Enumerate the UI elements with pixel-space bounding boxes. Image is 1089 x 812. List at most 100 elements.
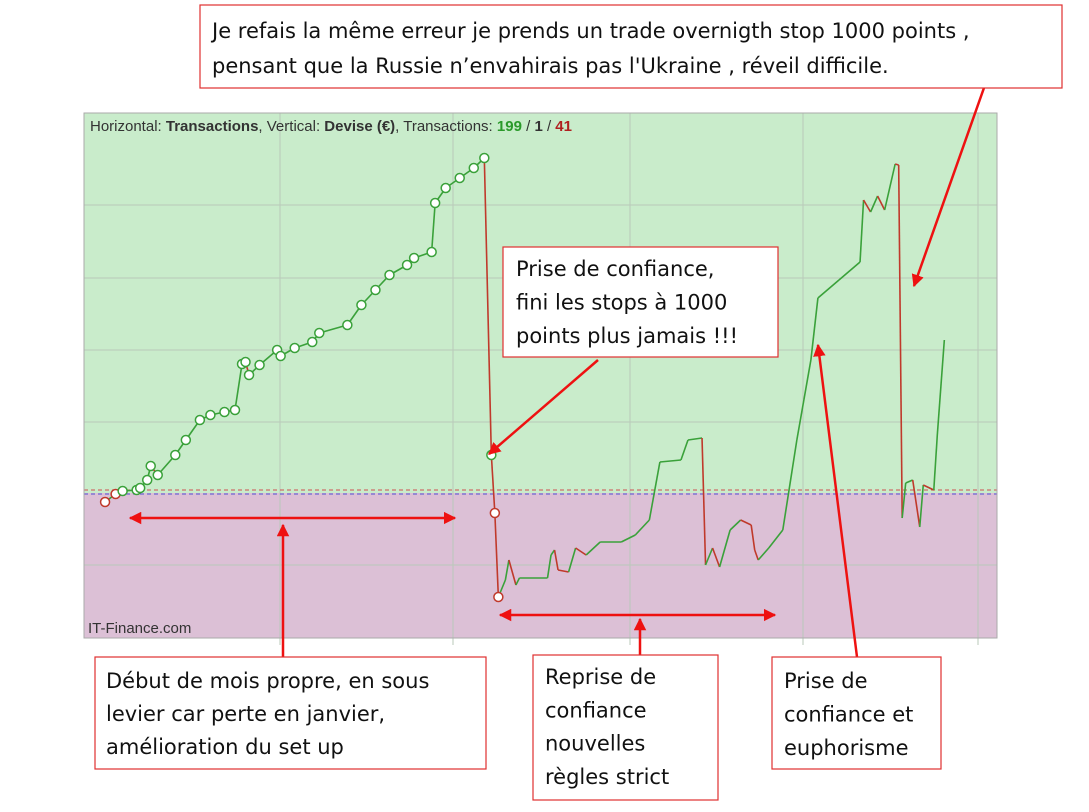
annotations: Je refais la même erreur je prends un tr… (94, 4, 1063, 801)
trade-marker (275, 350, 286, 362)
label: Horizontal: (90, 118, 162, 135)
annotation-line: Prise de confiance, (516, 257, 714, 281)
curve-segment (504, 559, 510, 581)
curve-segment (515, 577, 521, 586)
curve-segment (897, 164, 903, 519)
curve-segment (768, 529, 784, 549)
curve-segment (740, 519, 752, 526)
trade-marker (194, 414, 206, 426)
trade-marker (314, 327, 325, 339)
label: , Vertical: (258, 118, 320, 135)
curve (99, 152, 946, 603)
trade-marker (180, 434, 192, 446)
curve-segment (911, 479, 921, 528)
annotation-line: points plus jamais !!! (516, 324, 738, 348)
curve-segment (936, 339, 946, 436)
curve-segment (585, 541, 601, 556)
curve-segment (932, 434, 939, 491)
curve-segment (753, 549, 759, 561)
curve-segment (634, 519, 650, 536)
annotation-line: Début de mois propre, en sous (106, 669, 429, 693)
annotation-line: fini les stops à 1000 (516, 291, 727, 315)
curve-segment (905, 479, 914, 484)
curve-segment (620, 534, 636, 543)
curve-segment (757, 547, 770, 561)
annotation-line: confiance (545, 698, 647, 722)
label: Transactions (166, 118, 259, 135)
trade-marker (454, 172, 465, 184)
plot-frame (83, 112, 998, 639)
curve-segment (680, 439, 689, 461)
trade-marker (493, 591, 504, 603)
trade-marker (440, 182, 451, 194)
trade-marker (117, 485, 128, 497)
curve-segment (803, 359, 812, 401)
trade-marker (426, 246, 437, 258)
label: Devise (€) (324, 118, 395, 135)
curve-segment (729, 519, 742, 531)
annotation-line: Reprise de (545, 665, 656, 689)
curve-segment (750, 524, 756, 551)
curve-segment (704, 547, 714, 566)
annotation-line: règles strict (545, 765, 669, 789)
curve-segment (701, 437, 707, 566)
trade-marker (384, 269, 395, 281)
curve-segment (782, 439, 798, 531)
trade-marker (401, 259, 413, 271)
trade-marker (205, 409, 216, 421)
label: , Transactions: (395, 118, 493, 135)
curve-segment (876, 195, 886, 211)
annotation-line: confiance et (784, 703, 913, 727)
curve-segment (711, 547, 721, 568)
curve-segment (817, 279, 840, 299)
trade-marker (342, 319, 353, 331)
curve-segment (718, 529, 731, 568)
trade-marker (289, 342, 300, 354)
trade-marker (489, 507, 501, 519)
annotation-box (502, 246, 779, 358)
curve-segment (546, 554, 552, 579)
annotation-line: euphorisme (784, 736, 909, 760)
trade-marker (370, 284, 381, 296)
curve-segment (508, 559, 517, 586)
losses: 41 (555, 118, 572, 135)
curve-segment (483, 157, 493, 456)
curve-segment (659, 459, 682, 463)
trade-marker (243, 369, 255, 381)
curve-segment (490, 454, 496, 514)
curve-segment (494, 512, 500, 598)
annotation-line: levier car perte en janvier, (106, 702, 385, 726)
annotation-line: Je refais la même erreur je prends un tr… (210, 19, 970, 43)
curve-segment (810, 297, 819, 361)
curve-segment (922, 484, 935, 491)
curve-segment (648, 461, 661, 521)
even: 1 (534, 118, 542, 135)
curve-segment (557, 569, 569, 573)
annotation-box (771, 656, 942, 770)
trade-marker (254, 359, 265, 371)
curve-segment (918, 484, 925, 528)
curve-segment (838, 261, 861, 281)
curve-segment (687, 437, 703, 441)
trade-marker (229, 404, 241, 416)
annotation-line: Prise de (784, 669, 868, 693)
chart-header: Horizontal: Transactions, Vertical: Devi… (90, 118, 572, 135)
sep: / (526, 118, 531, 135)
wins: 199 (497, 118, 522, 135)
trade-marker (479, 152, 490, 164)
annotation-box (94, 656, 487, 770)
trade-marker (240, 356, 251, 368)
trade-marker (356, 299, 367, 311)
annotation-box (532, 654, 719, 801)
curve-segment (567, 547, 577, 573)
curve-segment (901, 482, 907, 519)
trade-marker (170, 449, 181, 461)
sep: / (547, 118, 552, 135)
trade-marker (408, 252, 420, 264)
annotation-line: pensant que la Russie n’envahirais pas l… (212, 54, 889, 78)
watermark: IT-Finance.com (88, 620, 191, 637)
trade-marker (429, 197, 441, 209)
curve-segment (234, 363, 243, 411)
trade-marker (307, 336, 318, 348)
